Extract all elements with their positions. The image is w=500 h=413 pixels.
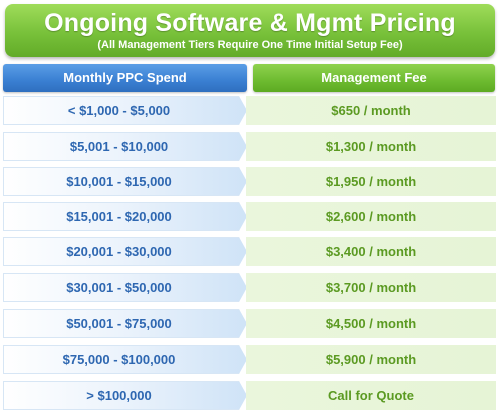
spend-cell: $50,001 - $75,000 (3, 309, 247, 338)
management-fee: $3,400 / month (325, 244, 417, 259)
spend-range: $30,001 - $50,000 (66, 280, 172, 295)
fee-cell: $1,300 / month (246, 132, 496, 161)
spend-column-header: Monthly PPC Spend (3, 64, 247, 92)
management-fee: Call for Quote (328, 388, 414, 403)
pricing-row: < $1,000 - $5,000 $650 / month (0, 96, 500, 125)
spend-range: $20,001 - $30,000 (66, 244, 172, 259)
spend-range: < $1,000 - $5,000 (67, 103, 171, 118)
spend-cell: $75,000 - $100,000 (3, 345, 247, 374)
fee-cell: $5,900 / month (246, 345, 496, 374)
fee-column-header: Management Fee (253, 64, 495, 92)
pricing-row: $10,001 - $15,000 $1,950 / month (0, 167, 500, 196)
management-fee: $4,500 / month (325, 316, 417, 331)
pricing-row: $50,001 - $75,000 $4,500 / month (0, 309, 500, 338)
management-fee: $650 / month (331, 103, 411, 118)
pricing-row: $15,001 - $20,000 $2,600 / month (0, 202, 500, 231)
fee-cell: $2,600 / month (246, 202, 496, 231)
pricing-row: > $100,000 Call for Quote (0, 381, 500, 410)
spend-cell: $15,001 - $20,000 (3, 202, 247, 231)
management-fee: $5,900 / month (325, 352, 417, 367)
spend-range: > $100,000 (86, 388, 152, 403)
pricing-row: $20,001 - $30,000 $3,400 / month (0, 237, 500, 266)
spend-range: $50,001 - $75,000 (66, 316, 172, 331)
banner-title: Ongoing Software & Mgmt Pricing (44, 9, 456, 37)
fee-cell: $3,700 / month (246, 273, 496, 302)
management-fee: $1,300 / month (325, 139, 417, 154)
spend-cell: $30,001 - $50,000 (3, 273, 247, 302)
spend-cell: < $1,000 - $5,000 (3, 96, 247, 125)
spend-range: $15,001 - $20,000 (66, 209, 172, 224)
fee-cell: Call for Quote (246, 381, 496, 410)
pricing-row: $5,001 - $10,000 $1,300 / month (0, 132, 500, 161)
spend-cell: > $100,000 (3, 381, 247, 410)
fee-cell: $3,400 / month (246, 237, 496, 266)
pricing-row: $75,000 - $100,000 $5,900 / month (0, 345, 500, 374)
fee-cell: $4,500 / month (246, 309, 496, 338)
spend-range: $10,001 - $15,000 (66, 174, 172, 189)
fee-cell: $1,950 / month (246, 167, 496, 196)
management-fee: $3,700 / month (325, 280, 417, 295)
management-fee: $2,600 / month (325, 209, 417, 224)
spend-range: $5,001 - $10,000 (69, 139, 169, 154)
fee-cell: $650 / month (246, 96, 496, 125)
spend-cell: $10,001 - $15,000 (3, 167, 247, 196)
spend-cell: $5,001 - $10,000 (3, 132, 247, 161)
pricing-row: $30,001 - $50,000 $3,700 / month (0, 273, 500, 302)
banner-subtitle: (All Management Tiers Require One Time I… (97, 39, 403, 51)
management-fee: $1,950 / month (325, 174, 417, 189)
spend-range: $75,000 - $100,000 (62, 352, 176, 367)
spend-cell: $20,001 - $30,000 (3, 237, 247, 266)
pricing-banner: Ongoing Software & Mgmt Pricing (All Man… (5, 4, 495, 57)
